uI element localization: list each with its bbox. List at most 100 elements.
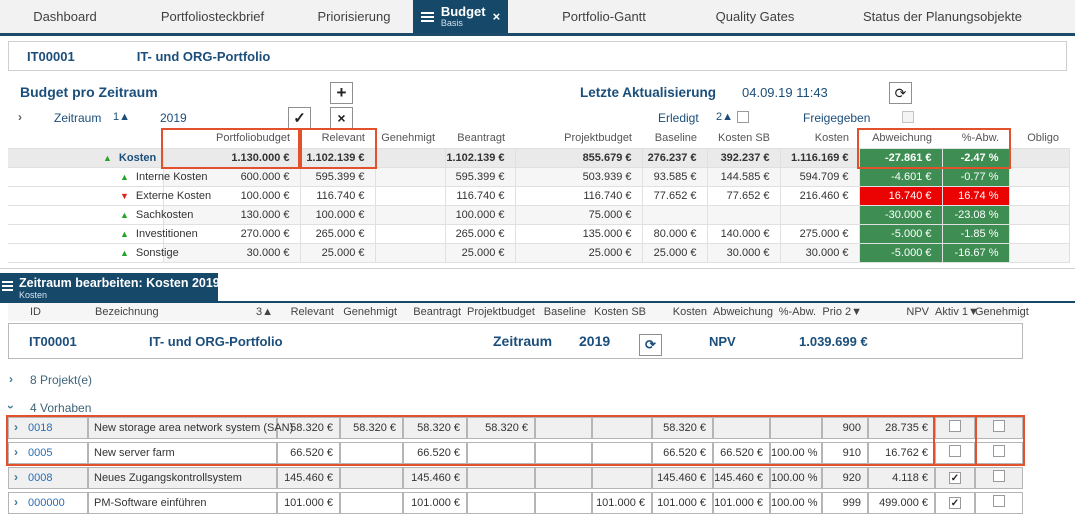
vorhaben-name-cell[interactable]: PM-Software einführen	[88, 491, 277, 514]
col-baseline-header[interactable]: Baseline	[654, 131, 697, 144]
col-projektbudget-header[interactable]: Projektbudget	[467, 305, 535, 318]
cell-abweichung[interactable]: 66.520 €	[713, 441, 770, 464]
col-aktiv-header[interactable]: Aktiv 1▼	[935, 305, 979, 318]
edit-tab[interactable]: Zeitraum bearbeiten: Kosten 2019 Kosten …	[0, 272, 235, 303]
tab-portfolio-gantt[interactable]: Portfolio-Gantt	[562, 9, 646, 24]
row-expander-icon[interactable]: ›	[14, 470, 18, 484]
cell-portfoliobudget[interactable]: 600.000 €	[162, 166, 301, 187]
cell-npv[interactable]: 16.762 €	[868, 441, 935, 464]
aktiv-checkbox[interactable]: ✓	[949, 471, 961, 484]
cell-relevant[interactable]: 100.000 €	[299, 204, 376, 225]
aktiv-checkbox[interactable]: ✓	[949, 496, 961, 509]
row-expander-icon[interactable]: ›	[14, 495, 18, 509]
cell-abweichung[interactable]: 101.000 €	[713, 491, 770, 514]
cell-relevant[interactable]: 145.460 €	[277, 466, 340, 489]
cell-relevant[interactable]: 1.102.139 €	[299, 147, 376, 168]
cell-projektbudget[interactable]	[467, 441, 535, 464]
cell-relevant[interactable]: 595.399 €	[299, 166, 376, 187]
cell-projektbudget[interactable]	[467, 466, 535, 489]
cell-relevant[interactable]: 58.320 €	[277, 416, 340, 439]
genehmigt-checkbox[interactable]	[993, 420, 1005, 432]
cell-pct-abw[interactable]: 100.00 %	[770, 491, 822, 514]
cell-genehmigt[interactable]	[340, 491, 403, 514]
cell-portfoliobudget[interactable]: 30.000 €	[162, 242, 301, 263]
col-kosten-sb-header[interactable]: Kosten SB	[718, 131, 770, 144]
cell-baseline[interactable]	[535, 441, 592, 464]
cell-portfoliobudget[interactable]: 100.000 €	[162, 185, 301, 206]
cell-baseline[interactable]	[535, 491, 592, 514]
cell-kosten-sb[interactable]	[592, 441, 652, 464]
cell-pct-abw[interactable]	[770, 416, 822, 439]
col-beantragt-header[interactable]: Beantragt	[413, 305, 461, 318]
group-projekte-label[interactable]: 8 Projekt(e)	[30, 372, 93, 387]
edit-menu-icon[interactable]	[2, 280, 13, 291]
tab-portfoliosteckbrief[interactable]: Portfoliosteckbrief	[160, 9, 265, 24]
col-pct-abw-header[interactable]: %-Abw.	[961, 131, 999, 144]
cell-relevant[interactable]: 116.740 €	[299, 185, 376, 206]
col-abweichung-header[interactable]: Abweichung	[713, 305, 773, 318]
cell-abweichung[interactable]	[713, 416, 770, 439]
col-projektbudget-header[interactable]: Projektbudget	[564, 131, 632, 144]
cell-genehmigt[interactable]: 58.320 €	[340, 416, 403, 439]
tab-priorisierung[interactable]: Priorisierung	[317, 9, 391, 24]
cell-kosten-sb[interactable]	[592, 416, 652, 439]
cell-beantragt[interactable]: 101.000 €	[403, 491, 467, 514]
cell-kosten-sb[interactable]	[592, 466, 652, 489]
tab-dashboard[interactable]: Dashboard	[33, 9, 97, 24]
col-baseline-header[interactable]: Baseline	[543, 305, 586, 318]
cell-beantragt[interactable]: 66.520 €	[403, 441, 467, 464]
col-kosten-header[interactable]: Kosten	[672, 305, 707, 318]
col-portfoliobudget-header[interactable]: Portfoliobudget	[216, 131, 290, 144]
vorhaben-id-link[interactable]: 000000	[28, 497, 65, 509]
col-genehmigt-header[interactable]: Genehmigt	[343, 305, 397, 318]
aktiv-checkbox[interactable]	[949, 445, 961, 457]
cell-relevant[interactable]: 66.520 €	[277, 441, 340, 464]
vorhaben-name-cell[interactable]: New storage area network system (SAN)	[88, 416, 293, 439]
col-relevant-header[interactable]: Relevant	[321, 131, 365, 144]
cell-prio[interactable]: 910	[822, 441, 868, 464]
freigegeben-checkbox[interactable]	[902, 111, 914, 123]
zeitraum-expander-icon[interactable]: ›	[18, 110, 22, 124]
vorhaben-name-cell[interactable]: Neues Zugangskontrollsystem	[88, 466, 277, 489]
vorhaben-id-link[interactable]: 0005	[28, 447, 53, 459]
col-kosten-header[interactable]: Kosten	[814, 131, 849, 144]
cell-prio[interactable]: 999	[822, 491, 868, 514]
close-tab-icon[interactable]: ×	[492, 9, 501, 24]
cell-beantragt[interactable]: 58.320 €	[403, 416, 467, 439]
vorhaben-id-link[interactable]: 0008	[28, 472, 53, 484]
cell-kosten[interactable]: 101.000 €	[652, 491, 713, 514]
cell-npv[interactable]: 499.000 €	[868, 491, 935, 514]
tab-quality-gates[interactable]: Quality Gates	[715, 9, 795, 24]
row-expander-icon[interactable]: ›	[14, 420, 18, 434]
group-projekte-expander-icon[interactable]: ›	[9, 371, 13, 386]
cell-relevant[interactable]: 101.000 €	[277, 491, 340, 514]
cell-pct-abw[interactable]: 100.00 %	[770, 466, 822, 489]
cell-npv[interactable]: 28.735 €	[868, 416, 935, 439]
col-prio-header[interactable]: Prio 2▼	[822, 305, 862, 318]
group-vorhaben-expander-icon[interactable]: ›	[4, 404, 18, 409]
summary-refresh-button[interactable]: ⟳	[639, 333, 662, 356]
col-npv-header[interactable]: NPV	[906, 305, 929, 318]
erledigt-checkbox[interactable]	[737, 111, 749, 123]
cell-prio[interactable]: 900	[822, 416, 868, 439]
col-kosten-sb-header[interactable]: Kosten SB	[594, 305, 646, 318]
row-expander-icon[interactable]: ›	[14, 445, 18, 459]
cell-kosten[interactable]: 58.320 €	[652, 416, 713, 439]
col-abweichung-header[interactable]: Abweichung	[872, 131, 932, 144]
menu-icon[interactable]	[420, 11, 434, 22]
vorhaben-id-link[interactable]: 0018	[28, 422, 53, 434]
cell-projektbudget[interactable]: 58.320 €	[467, 416, 535, 439]
cell-relevant[interactable]: 25.000 €	[299, 242, 376, 263]
tab-budget[interactable]: Budget Basis ×	[413, 0, 508, 33]
cell-kosten[interactable]: 145.460 €	[652, 466, 713, 489]
edit-close-icon[interactable]: ×	[227, 277, 235, 292]
delete-zeitraum-button[interactable]: ×	[330, 107, 353, 129]
add-zeitraum-button[interactable]: +	[330, 82, 353, 104]
cell-pct-abw[interactable]: 100.00 %	[770, 441, 822, 464]
group-vorhaben-label[interactable]: 4 Vorhaben	[30, 400, 92, 415]
col-genehmigt-header[interactable]: Genehmigt	[381, 131, 435, 144]
cell-genehmigt[interactable]	[340, 466, 403, 489]
cell-kosten[interactable]: 66.520 €	[652, 441, 713, 464]
genehmigt-checkbox[interactable]	[993, 445, 1005, 457]
cell-kosten-sb[interactable]: 101.000 €	[592, 491, 652, 514]
